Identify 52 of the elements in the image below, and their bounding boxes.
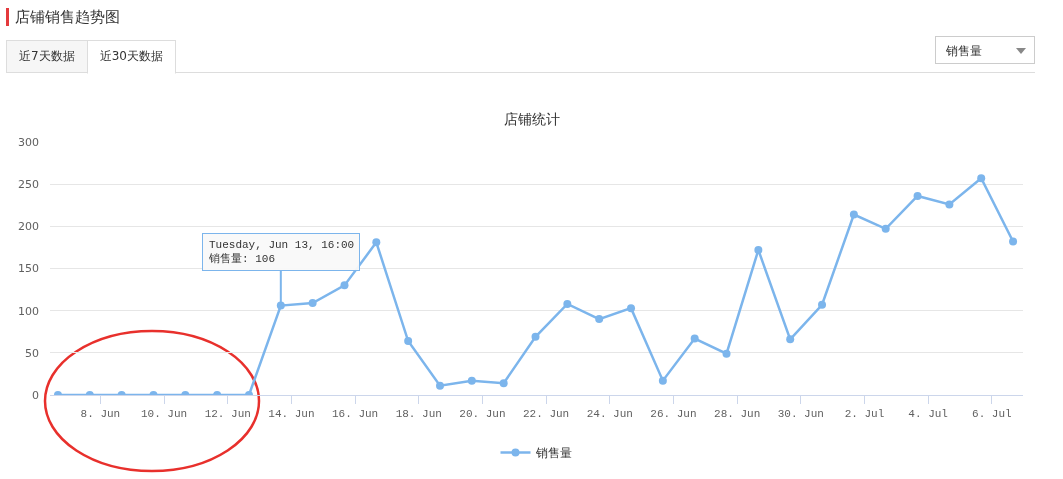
point (658, 376, 667, 385)
x-tick-label: 30. Jun (777, 408, 824, 421)
point (849, 210, 858, 219)
annotation: Tuesday, Jun 13, 16:00 销售量: 106 (208, 239, 355, 266)
x-tick-label: 20. Jun (459, 408, 506, 421)
point (977, 174, 986, 183)
x-tick-label: 6. Jul (972, 408, 1012, 421)
chart-title: 店铺销售趋势图 (6, 8, 120, 26)
y-tick-label: 100 (18, 304, 39, 318)
text: 近30天数据 (86, 40, 176, 74)
point (340, 281, 349, 290)
point (499, 379, 508, 388)
x-tick-label: 2. Jul (844, 408, 885, 421)
point (690, 334, 699, 343)
point (913, 191, 922, 200)
point (436, 381, 444, 390)
point (786, 335, 795, 344)
legend-label: 销售量 (534, 446, 572, 461)
point (754, 245, 763, 254)
point (818, 300, 827, 309)
x-tick-label: 12. Jun (204, 408, 251, 421)
y-tick-label: 200 (18, 220, 39, 234)
y-tick-label: 300 (18, 135, 39, 149)
y-tick-label: 50 (25, 346, 39, 360)
point (308, 299, 317, 308)
y-tick-label: 250 (18, 178, 39, 192)
x-tick-label: 10. Jun (140, 408, 188, 421)
x-tick-label: 24. Jun (586, 408, 633, 421)
x-tick-label: 28. Jun (714, 408, 761, 421)
y-tick-label: 150 (18, 262, 39, 276)
point (563, 299, 572, 308)
x-tick-label: 16. Jun (331, 408, 379, 421)
x-tick-label: 8. Jun (80, 408, 121, 421)
x-tick-label: 14. Jun (268, 408, 315, 421)
point (372, 238, 381, 247)
point (404, 337, 413, 346)
y-tick-label: 0 (32, 388, 39, 402)
point (1009, 237, 1018, 246)
x-tick-label: 18. Jun (395, 408, 442, 421)
x-tick-label: 22. Jun (523, 408, 570, 421)
text: 近7天数据 (6, 40, 88, 73)
point (881, 224, 890, 233)
point (627, 304, 636, 313)
point (722, 349, 731, 358)
x-tick-label: 26. Jun (650, 408, 697, 421)
point (595, 315, 604, 324)
point (531, 332, 540, 341)
point (945, 200, 954, 209)
chart-subtitle: 店铺统计 (503, 111, 560, 127)
text: 销售量 (935, 36, 1035, 64)
point (467, 376, 476, 385)
x-tick-label: 4. Jul (908, 408, 948, 421)
